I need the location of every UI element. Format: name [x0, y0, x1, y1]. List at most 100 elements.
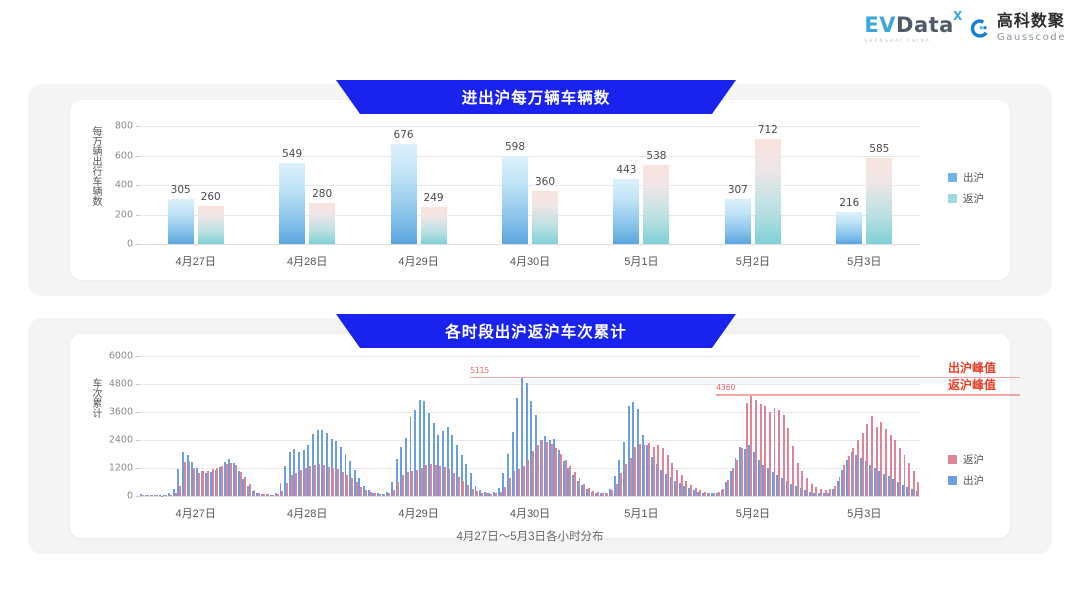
hourly-bar-out	[873, 467, 876, 496]
hourly-bar-out	[372, 492, 375, 496]
legend-swatch-icon	[948, 476, 957, 485]
hourly-trips-x-axis-caption: 4月27日～5月3日各小时分布	[456, 531, 604, 543]
y-tick-mark	[136, 244, 140, 245]
bar-return: 585	[866, 126, 893, 244]
hourly-bar-out	[757, 459, 760, 496]
hourly-bar-out	[330, 439, 333, 496]
hourly-bar-return	[383, 494, 386, 496]
evdata-subtitle: SHANGHAI CHINA	[864, 37, 931, 43]
bar-return: 538	[643, 126, 670, 244]
hourly-trips-legend: 返沪 出沪	[948, 452, 984, 488]
hourly-bar-out	[590, 491, 593, 496]
hourly-bar-out	[855, 454, 858, 496]
hourly-bar-out	[437, 434, 440, 496]
hourly-bar-return	[559, 453, 562, 496]
bar-return: 712	[754, 124, 781, 244]
hourly-bar-out	[404, 438, 407, 496]
hourly-bar-return	[434, 464, 437, 496]
legend-swatch-icon	[948, 173, 957, 182]
evdata-wordmark: EVData X	[864, 10, 962, 36]
hourly-bar-out	[548, 439, 551, 496]
hourly-bar-out	[288, 451, 291, 496]
bar-value-label: 249	[423, 192, 444, 205]
y-tick-label: 2400	[108, 434, 133, 446]
hourly-bar-out	[414, 409, 417, 496]
hourly-bar-return	[169, 494, 172, 496]
bar-fill	[643, 164, 670, 244]
bar-group: 307 712	[724, 124, 781, 244]
hourly-bar-out	[265, 494, 268, 496]
hourly-bar-out	[483, 491, 486, 496]
hourly-bar-out	[664, 473, 667, 496]
hourly-bar-return	[527, 459, 530, 496]
hourly-bar-out	[646, 445, 649, 496]
hourly-bar-out	[293, 448, 296, 496]
hourly-bar-out	[655, 463, 658, 496]
hourly-bar-out	[883, 473, 886, 496]
hourly-bar-return	[731, 468, 734, 496]
hourly-bar-out	[274, 493, 277, 496]
hourly-bar-return	[346, 475, 349, 496]
hourly-bar-return	[778, 409, 781, 496]
bar-value-label: 360	[534, 175, 556, 188]
hourly-bar-return	[699, 490, 702, 496]
y-gridline	[140, 356, 920, 357]
legend-item-out[interactable]: 出沪	[948, 170, 984, 185]
hourly-bar-return	[806, 478, 808, 496]
hourly-bar-out	[367, 490, 370, 496]
y-gridline	[140, 155, 920, 157]
hourly-bar-return	[857, 440, 860, 496]
hourly-bar-out	[906, 487, 909, 496]
hourly-bar-return	[402, 474, 405, 496]
y-gridline	[140, 384, 920, 385]
hourly-bar-out	[344, 453, 347, 496]
hourly-bar-out	[455, 445, 458, 496]
hourly-bar-out	[771, 472, 774, 496]
hourly-bar-out	[432, 423, 435, 496]
hourly-bar-out	[307, 445, 310, 496]
legend-item-return[interactable]: 返沪	[948, 191, 984, 206]
hourly-bar-out	[325, 433, 328, 496]
hourly-bar-out	[618, 459, 621, 496]
hourly-bar-return	[518, 469, 521, 496]
legend-item-out[interactable]: 出沪	[948, 473, 984, 488]
hourly-bar-out	[553, 438, 556, 496]
hourly-bar-return	[634, 447, 637, 496]
hourly-bar-out	[910, 489, 913, 496]
hourly-bar-out	[734, 457, 737, 496]
x-tick-label: 4月27日	[175, 508, 216, 520]
hourly-bar-return	[448, 469, 451, 496]
hourly-bar-return	[606, 492, 609, 496]
bar-group: 676 249	[390, 126, 447, 244]
hourly-bar-return	[290, 475, 293, 496]
hourly-bar-return	[392, 489, 395, 496]
hourly-bar-return	[578, 478, 581, 496]
reference-label-return-peak: 返沪峰值	[948, 378, 997, 393]
hourly-bar-out	[195, 468, 198, 496]
y-tick-label: 3600	[108, 406, 133, 418]
hourly-bar-return	[824, 489, 827, 496]
hourly-bar-out	[144, 494, 147, 496]
hourly-bar-out	[813, 492, 816, 496]
hourly-bar-return	[197, 473, 200, 496]
hourly-bar-return	[286, 482, 288, 496]
hourly-bar-return	[388, 493, 391, 496]
hourly-bar-return	[179, 486, 182, 496]
hourly-bar-out	[790, 483, 793, 496]
bar-fill	[279, 163, 306, 244]
hourly-bar-return	[156, 495, 158, 496]
hourly-bar-return	[508, 478, 511, 496]
y-gridline	[140, 440, 920, 441]
hourly-bar-return	[875, 426, 878, 496]
hourly-bar-return	[620, 473, 623, 496]
hourly-bar-return	[829, 489, 832, 496]
hourly-bar-return	[838, 476, 841, 496]
legend-item-return[interactable]: 返沪	[948, 452, 984, 467]
bar-return: 249	[420, 126, 447, 244]
hourly-bar-out	[488, 492, 491, 496]
hourly-bar-out	[822, 493, 825, 496]
hourly-bar-return	[471, 488, 474, 496]
hourly-bar-return	[796, 462, 799, 496]
evdata-logo: EVData X SHANGHAI CHINA	[864, 10, 962, 43]
bar-out: 216	[836, 126, 863, 244]
